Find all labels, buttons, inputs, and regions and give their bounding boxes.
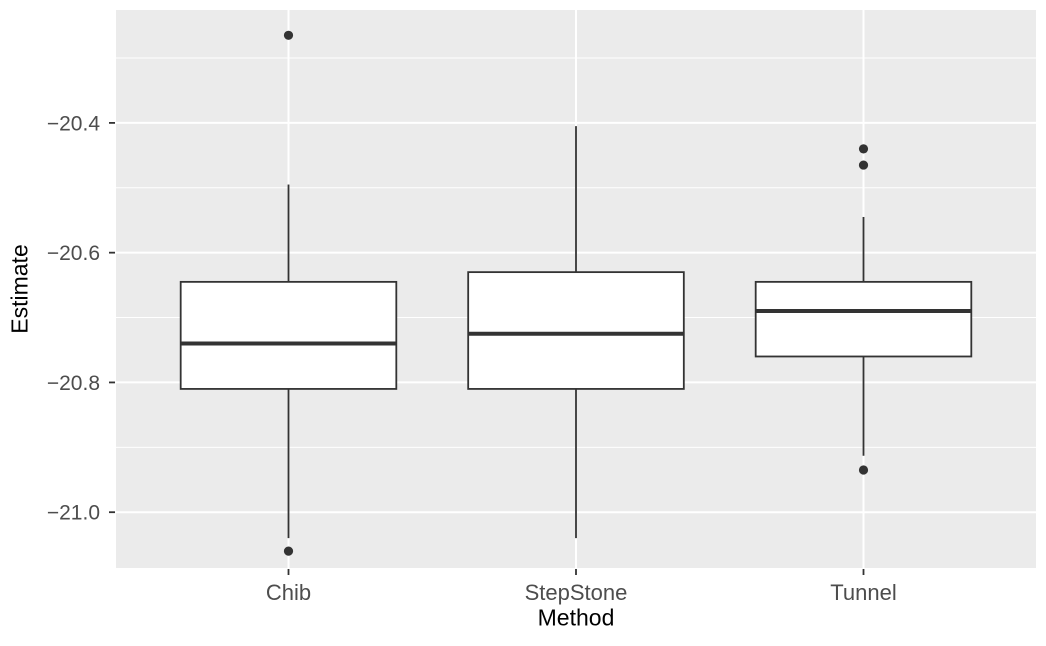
x-tick-label-tunnel: Tunnel — [830, 580, 896, 605]
y-tick-label: −20.8 — [47, 372, 100, 395]
outlier-point-chib — [283, 546, 294, 556]
outlier-point-chib — [283, 30, 294, 40]
box-chib — [179, 280, 398, 390]
outlier-point-tunnel — [858, 160, 869, 170]
y-axis-title: Estimate — [6, 244, 33, 334]
y-tick-label: −20.6 — [47, 242, 100, 265]
box-stepstone — [467, 271, 685, 390]
x-axis-title: Method — [537, 604, 615, 631]
y-tick-label: −21.0 — [47, 502, 100, 525]
box-tunnel — [754, 280, 973, 358]
outlier-point-tunnel — [858, 465, 869, 475]
x-tick-label-stepstone: StepStone — [525, 580, 628, 605]
y-tick-label: −20.4 — [47, 112, 100, 135]
x-tick-label-chib: Chib — [266, 580, 311, 605]
outlier-point-tunnel — [858, 144, 869, 154]
